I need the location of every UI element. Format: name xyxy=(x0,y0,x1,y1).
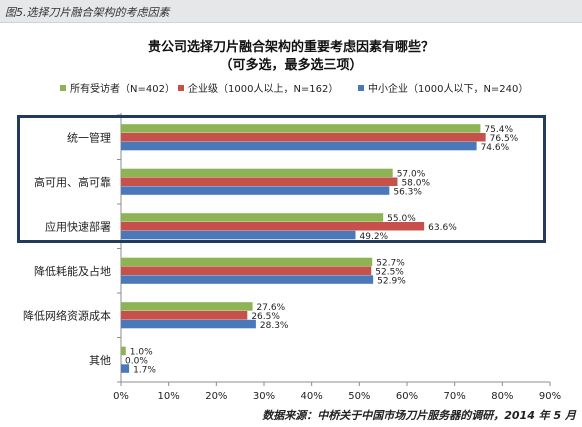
legend-swatch-enterprise xyxy=(178,85,184,91)
data-label: 1.7% xyxy=(133,365,156,375)
bar xyxy=(121,222,425,231)
x-tick-label: 10% xyxy=(158,391,180,402)
figure-caption: 图5.选择刀片融合架构的考虑因素 xyxy=(5,6,170,19)
legend-item-smb: 中小企业（1000人以下，N=240） xyxy=(358,80,528,95)
legend-label-smb: 中小企业（1000人以下，N=240） xyxy=(368,84,529,95)
x-tick-label: 0% xyxy=(113,391,129,402)
data-label: 55.0% xyxy=(387,214,416,224)
x-tick-label: 20% xyxy=(205,391,227,402)
legend-label-all: 所有受访者（N=402） xyxy=(70,84,175,95)
x-tick-label: 90% xyxy=(539,391,561,402)
bar xyxy=(121,364,130,373)
bar xyxy=(121,124,481,133)
data-label: 57.0% xyxy=(397,170,426,180)
x-tick-label: 80% xyxy=(491,391,513,402)
x-tick-label: 30% xyxy=(253,391,275,402)
legend-swatch-all xyxy=(60,85,66,91)
data-label: 52.7% xyxy=(376,259,405,269)
bar xyxy=(121,133,486,142)
x-tick-label: 60% xyxy=(396,391,418,402)
x-tick-label: 70% xyxy=(444,391,466,402)
x-tick-label: 40% xyxy=(301,391,323,402)
legend-item-all: 所有受访者（N=402） xyxy=(60,80,175,95)
bar xyxy=(121,177,398,186)
data-label: 76.5% xyxy=(490,134,519,144)
legend-item-enterprise: 企业级（1000人以上，N=162） xyxy=(178,80,338,95)
x-tick-label: 50% xyxy=(348,391,370,402)
data-label: 0.0% xyxy=(125,357,148,367)
bar xyxy=(121,302,253,311)
category-label: 统一管理 xyxy=(67,130,111,144)
data-label: 52.9% xyxy=(377,276,406,286)
figure-caption-bar: 图5.选择刀片融合架构的考虑因素 xyxy=(0,0,582,23)
data-label: 28.3% xyxy=(260,321,289,331)
bar xyxy=(121,275,374,284)
category-label: 应用快速部署 xyxy=(45,219,111,233)
data-label: 52.5% xyxy=(375,268,404,278)
bar xyxy=(121,257,373,267)
data-label: 49.2% xyxy=(360,232,389,242)
category-label: 高可用、高可靠 xyxy=(34,175,111,189)
chart-title: 贵公司选择刀片融合架构的重要考虑因素有哪些？ xyxy=(147,40,434,55)
bar xyxy=(121,141,477,151)
chart-subtitle: （可多选，最多选三项） xyxy=(219,58,363,73)
legend-label-enterprise: 企业级（1000人以上，N=162） xyxy=(188,84,339,95)
data-source: 数据来源：中桥关于中国市场刀片服务器的调研，2014 年 5 月 xyxy=(262,409,576,422)
bar xyxy=(121,266,372,275)
legend: 所有受访者（N=402） 企业级（1000人以上，N=162） 中小企业（100… xyxy=(0,80,582,95)
bar xyxy=(121,319,256,329)
data-label: 1.0% xyxy=(130,348,153,358)
bar xyxy=(121,168,393,178)
data-label: 27.6% xyxy=(257,303,286,313)
category-label: 降低耗能及占地 xyxy=(34,264,111,278)
bar xyxy=(121,186,390,195)
legend-swatch-smb xyxy=(358,85,364,91)
bar xyxy=(121,213,384,222)
data-label: 63.6% xyxy=(428,223,457,233)
category-label: 降低网络资源成本 xyxy=(23,308,111,322)
category-label: 其他 xyxy=(89,354,111,367)
data-label: 74.6% xyxy=(481,143,510,153)
data-label: 58.0% xyxy=(401,179,430,189)
bar xyxy=(121,230,356,240)
bar xyxy=(121,311,248,320)
data-label: 26.5% xyxy=(251,312,280,322)
data-label: 75.4% xyxy=(484,125,513,135)
bar xyxy=(121,346,126,356)
highlight-box xyxy=(17,115,546,243)
data-label: 56.3% xyxy=(393,187,422,197)
